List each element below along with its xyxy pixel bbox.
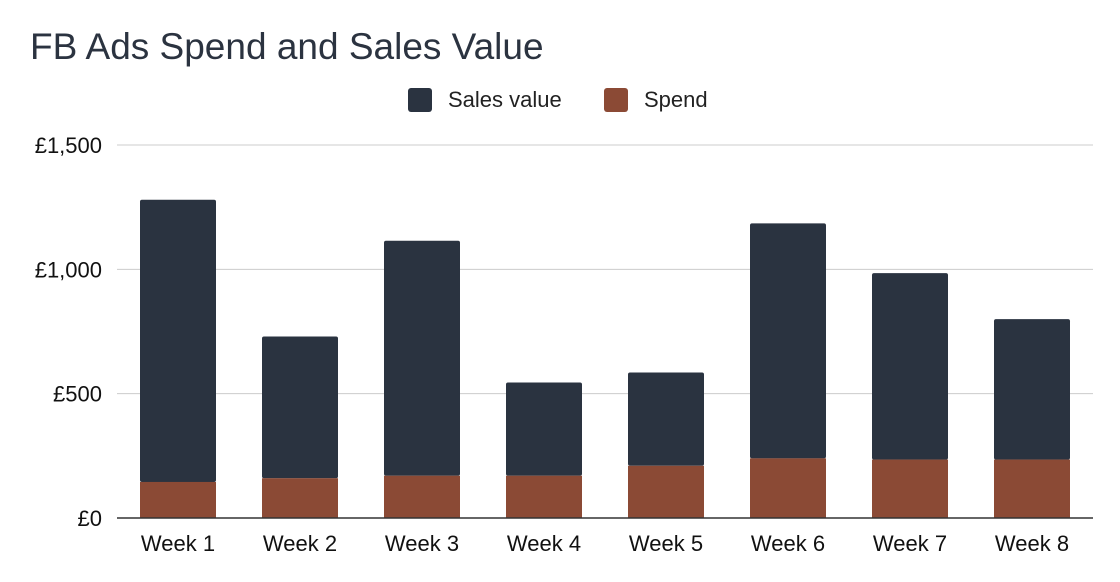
bar-spend	[872, 459, 948, 518]
bar-spend	[384, 475, 460, 518]
x-tick-label: Week 7	[873, 531, 947, 556]
bar-sales-value	[262, 336, 338, 479]
legend-item-spend: Spend	[604, 84, 708, 116]
bar-spend	[750, 458, 826, 518]
bar-sales-value	[750, 223, 826, 459]
bar-sales-value	[994, 319, 1070, 460]
legend-item-sales-value: Sales value	[408, 84, 562, 116]
x-tick-label: Week 5	[629, 531, 703, 556]
bar-spend	[994, 459, 1070, 518]
legend: Sales value Spend	[0, 84, 1120, 116]
y-tick-label: £1,500	[35, 133, 102, 158]
y-tick-label: £500	[53, 382, 102, 407]
bar-sales-value	[384, 240, 460, 476]
x-tick-label: Week 6	[751, 531, 825, 556]
chart-title: FB Ads Spend and Sales Value	[30, 26, 544, 67]
bar-spend	[506, 475, 582, 518]
x-tick-label: Week 8	[995, 531, 1069, 556]
y-tick-label: £1,000	[35, 257, 102, 282]
x-tick-label: Week 3	[385, 531, 459, 556]
legend-label-sales-value: Sales value	[448, 87, 562, 112]
bar-spend	[628, 465, 704, 518]
bar-sales-value	[872, 273, 948, 460]
x-tick-label: Week 1	[141, 531, 215, 556]
bar-sales-value	[628, 372, 704, 466]
x-tick-label: Week 4	[507, 531, 581, 556]
bar-sales-value	[140, 199, 216, 482]
bar-spend	[262, 478, 338, 518]
bar-sales-value	[506, 382, 582, 476]
bar-spend	[140, 481, 216, 518]
y-tick-label: £0	[78, 506, 102, 531]
x-tick-label: Week 2	[263, 531, 337, 556]
legend-label-spend: Spend	[644, 87, 708, 112]
legend-swatch-sales-value	[408, 88, 432, 112]
legend-swatch-spend	[604, 88, 628, 112]
